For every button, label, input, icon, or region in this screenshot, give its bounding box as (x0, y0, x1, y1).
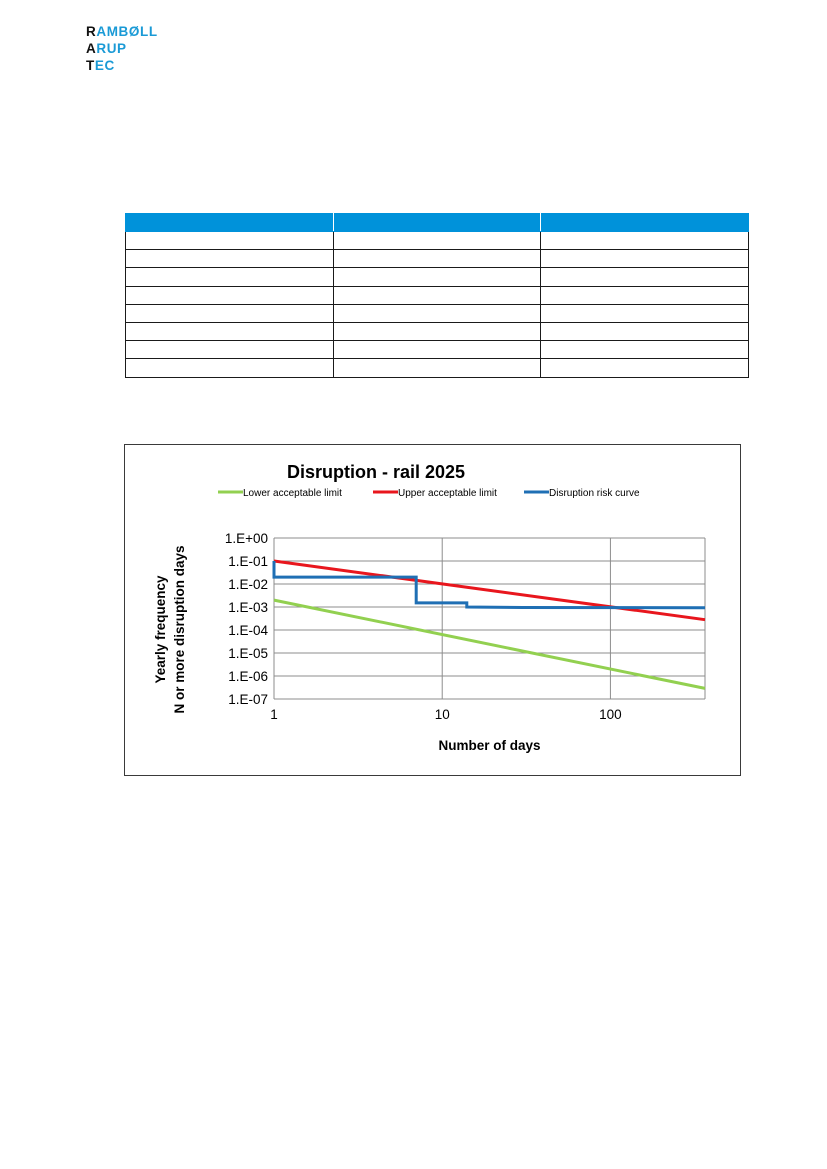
table-cell (540, 213, 749, 232)
table-cell (540, 267, 749, 287)
table-cell (540, 303, 749, 323)
table-cell (540, 285, 749, 305)
table-cell (125, 358, 334, 378)
table-cell (540, 358, 749, 378)
y-axis-title-line-1: Yearly frequency (153, 575, 168, 684)
y-tick-label: 1.E-04 (228, 623, 268, 638)
y-tick-label: 1.E-02 (228, 577, 268, 592)
y-tick-label: 1.E-05 (228, 646, 268, 661)
table-cell (125, 285, 334, 305)
table-cell (125, 321, 334, 342)
table-cell (332, 267, 542, 287)
chart-frame: 1.E+00 1.E-01 1.E-02 1.E-03 1.E-04 1.E-05 1.E-… (124, 444, 741, 776)
legend-label: Upper acceptable limit (398, 488, 497, 499)
table-row (125, 303, 749, 323)
x-tick-label: 1 (270, 707, 278, 722)
table-cell (125, 249, 334, 269)
table-cell (332, 358, 542, 378)
table-cell (125, 230, 334, 251)
table-cell (125, 340, 334, 360)
table-cell (540, 321, 749, 342)
company-logo: RAMBØLL ARUP TEC (86, 23, 158, 74)
table-cell (125, 303, 334, 323)
table-cell (332, 249, 542, 269)
table-cell (540, 230, 749, 251)
y-tick-label: 1.E-03 (228, 600, 268, 615)
table-header-row (125, 213, 749, 232)
y-axis-title-line-2: N or more disruption days (172, 545, 187, 713)
table-row (125, 340, 749, 360)
legend-label: Lower acceptable limit (243, 488, 342, 499)
series-line (273, 559, 706, 622)
x-axis-title: Number of days (438, 738, 540, 753)
table-row (125, 358, 749, 378)
chart-title: Disruption - rail 2025 (287, 462, 465, 482)
y-tick-label: 1.E-07 (228, 692, 268, 707)
series-line (272, 561, 706, 610)
empty-table (125, 213, 749, 378)
table-row (125, 321, 749, 342)
table-cell (125, 267, 334, 287)
table-cell (332, 213, 542, 232)
table-row (125, 285, 749, 305)
x-tick-label: 100 (599, 707, 622, 722)
series-line (273, 598, 706, 690)
x-tick-label: 10 (435, 707, 450, 722)
table-cell (332, 285, 542, 305)
y-tick-label: 1.E-01 (228, 554, 268, 569)
table-cell (332, 340, 542, 360)
y-tick-label: 1.E+00 (225, 531, 268, 546)
table-cell (540, 340, 749, 360)
legend-label: Disruption risk curve (549, 488, 640, 499)
table-row (125, 249, 749, 269)
logo-line-arup: ARUP (86, 41, 127, 56)
logo-line-tec: TEC (86, 58, 115, 73)
y-tick-label: 1.E-06 (228, 669, 268, 684)
table-cell (332, 321, 542, 342)
table-row (125, 230, 749, 251)
disruption-chart: 1.E+00 1.E-01 1.E-02 1.E-03 1.E-04 1.E-05 1.E-… (153, 462, 706, 753)
table-cell (125, 213, 334, 232)
table-cell (332, 230, 542, 251)
table-cell (540, 249, 749, 269)
table-cell (332, 303, 542, 323)
logo-line-ramboll: RAMBØLL (86, 24, 158, 39)
table-row (125, 267, 749, 287)
data-table (125, 213, 749, 378)
